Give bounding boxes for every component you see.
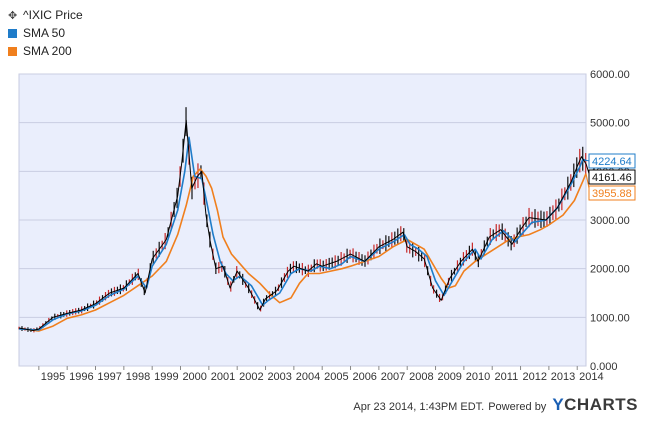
y-axis: 0.0001000.002000.003000.004000.005000.00… bbox=[590, 69, 630, 373]
x-tick-label: 2009 bbox=[437, 371, 461, 383]
x-tick-label: 2008 bbox=[409, 371, 433, 383]
x-tick-label: 2001 bbox=[211, 371, 235, 383]
x-tick-label: 1999 bbox=[154, 371, 178, 383]
powered-by-label: Powered by bbox=[488, 401, 547, 413]
legend-label-sma200: SMA 200 bbox=[23, 44, 72, 58]
ycharts-logo[interactable]: YCHARTS bbox=[552, 395, 638, 415]
timestamp: Apr 23 2014, 1:43PM EDT. bbox=[353, 401, 485, 413]
x-tick-label: 1997 bbox=[97, 371, 121, 383]
y-tick-label: 5000.00 bbox=[590, 118, 630, 130]
legend-item-sma200[interactable]: SMA 200 bbox=[8, 42, 83, 60]
x-tick-label: 2012 bbox=[522, 371, 546, 383]
x-tick-label: 1998 bbox=[126, 371, 150, 383]
legend-label-price: ^IXIC Price bbox=[23, 8, 83, 22]
y-tick-label: 3000.00 bbox=[590, 215, 630, 227]
x-tick-label: 2006 bbox=[352, 371, 376, 383]
legend-swatch-sma50 bbox=[8, 28, 17, 38]
price-line bbox=[18, 119, 587, 331]
x-tick-label: 2014 bbox=[579, 371, 603, 383]
chart-legend: ✥ ^IXIC Price SMA 50 SMA 200 bbox=[8, 6, 83, 60]
y-tick-label: 6000.00 bbox=[590, 69, 630, 81]
legend-label-sma50: SMA 50 bbox=[23, 26, 66, 40]
end-label: 4224.64 bbox=[585, 153, 636, 169]
y-tick-label: 1000.00 bbox=[590, 312, 630, 324]
y-tick-label: 0.000 bbox=[590, 361, 618, 373]
ycharts-logo-y: Y bbox=[552, 395, 565, 414]
end-label-box bbox=[588, 185, 636, 201]
end-label-box bbox=[588, 153, 636, 169]
series-layer bbox=[18, 107, 587, 333]
y-tick-label: 2000.00 bbox=[590, 264, 630, 276]
x-tick-label: 2005 bbox=[324, 371, 348, 383]
ycharts-logo-text: CHARTS bbox=[564, 395, 638, 414]
x-tick-label: 2013 bbox=[551, 371, 575, 383]
end-labels: 4224.64 4161.46 3955.88 bbox=[585, 153, 636, 201]
legend-swatch-sma200 bbox=[8, 46, 17, 56]
x-tick-label: 2007 bbox=[381, 371, 405, 383]
end-label-box bbox=[588, 169, 636, 185]
x-tick-label: 2002 bbox=[239, 371, 263, 383]
end-label-text: 4161.46 bbox=[592, 172, 632, 184]
legend-item-price[interactable]: ✥ ^IXIC Price bbox=[8, 6, 83, 24]
x-tick-label: 2000 bbox=[182, 371, 206, 383]
end-label: 4161.46 bbox=[585, 163, 636, 185]
sma200-line bbox=[18, 168, 587, 332]
footer: Apr 23 2014, 1:43PM EDT. Powered by YCHA… bbox=[353, 395, 638, 415]
end-label: 3955.88 bbox=[585, 173, 636, 201]
end-label-text: 4224.64 bbox=[592, 156, 632, 168]
x-tick-label: 2004 bbox=[296, 371, 320, 383]
x-tick-label: 2003 bbox=[267, 371, 291, 383]
candlestick-icon: ✥ bbox=[8, 9, 18, 22]
x-axis: 1995 1996 1997 1998 1999 2000 2001 2002 2003 2004… bbox=[38, 366, 604, 383]
legend-item-sma50[interactable]: SMA 50 bbox=[8, 24, 83, 42]
x-tick-label: 2011 bbox=[495, 371, 519, 383]
x-tick-label: 2010 bbox=[466, 371, 490, 383]
x-tick-label: 1995 bbox=[41, 371, 65, 383]
x-tick-label: 1996 bbox=[69, 371, 93, 383]
end-label-text: 3955.88 bbox=[592, 188, 632, 200]
